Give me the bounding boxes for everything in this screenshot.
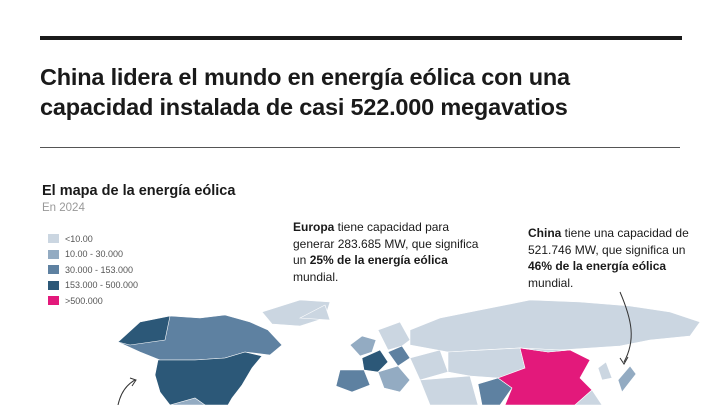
annotation-text: tiene una capacidad de 521.746 MW, que s… xyxy=(528,226,689,257)
legend-label: <10.00 xyxy=(65,233,93,244)
annotation: China tiene una capacidad de 521.746 MW,… xyxy=(528,225,703,291)
legend-label: 153.000 - 500.000 xyxy=(65,280,139,291)
legend-swatch xyxy=(48,296,59,306)
annotation-text: tiene capacidad para generar 283.685 MW,… xyxy=(293,220,479,267)
legend-item: 30.000 - 153.000 xyxy=(48,262,138,278)
country xyxy=(477,377,513,405)
country xyxy=(335,369,371,393)
map-subtitle: En 2024 xyxy=(42,202,85,214)
page-title: China lidera el mundo en energía eólica … xyxy=(40,64,570,120)
country xyxy=(349,335,377,357)
legend-label: 10.00 - 30.000 xyxy=(65,249,124,260)
country xyxy=(519,347,571,353)
map-title: El mapa de la energía eólica xyxy=(42,183,236,199)
annotation-text: 46% de la energía eólica xyxy=(528,259,667,273)
country xyxy=(298,304,331,321)
arrow-head xyxy=(129,377,137,387)
legend-label: 30.000 - 153.000 xyxy=(65,264,134,275)
legend-item: 10.00 - 30.000 xyxy=(48,247,138,263)
country xyxy=(409,349,449,381)
country xyxy=(377,365,411,393)
annotation-text: China xyxy=(528,226,562,240)
country xyxy=(169,397,206,405)
legend-item: 153.000 - 500.000 xyxy=(48,278,138,294)
annotation-text: 25% de la energía eólica xyxy=(309,253,448,267)
country xyxy=(117,315,171,346)
legend: <10.00 10.00 - 30.000 30.000 - 153.000 153.… xyxy=(48,231,138,309)
annotation-text: mundial. xyxy=(293,269,339,284)
annotation: Europa tiene capacidad para generar 283.… xyxy=(293,219,483,285)
top-rule xyxy=(40,36,682,40)
country xyxy=(574,389,603,405)
legend-swatch xyxy=(48,249,59,259)
legend-label: >500.000 xyxy=(65,295,103,306)
country xyxy=(377,321,411,351)
annotation-text: mundial. xyxy=(528,275,574,290)
country xyxy=(419,375,479,405)
arrow xyxy=(619,291,632,363)
divider xyxy=(40,147,680,148)
country xyxy=(154,351,263,405)
arrow xyxy=(117,379,136,405)
legend-item: <10.00 xyxy=(48,231,138,247)
legend-swatch xyxy=(48,234,59,244)
country xyxy=(617,365,637,393)
country xyxy=(597,361,613,381)
legend-swatch xyxy=(48,280,59,290)
legend-item: >500.000 xyxy=(48,293,138,309)
country xyxy=(497,347,593,405)
country xyxy=(409,299,701,353)
arrow-head xyxy=(619,356,629,365)
country xyxy=(361,349,389,373)
legend-swatch xyxy=(48,265,59,275)
annotation-text: Europa xyxy=(293,220,335,234)
